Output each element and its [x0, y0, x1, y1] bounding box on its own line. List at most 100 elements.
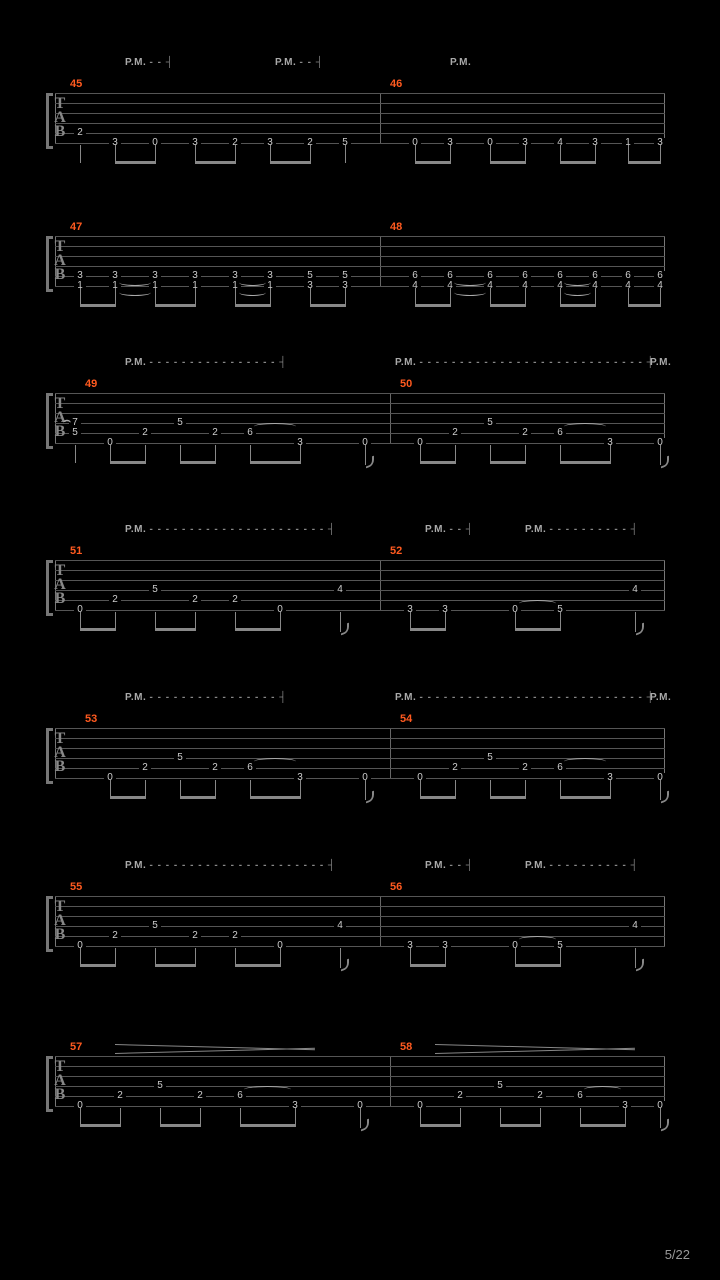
staff-bracket	[46, 896, 53, 952]
palm-mute-mark: P.M. - - - - - - - - - - - - - - - - - -…	[125, 524, 336, 535]
string-line	[55, 276, 665, 277]
string-line	[55, 1056, 665, 1057]
palm-mute-mark: P.M. - - - - - - - - - - ┤	[525, 860, 639, 871]
note-beam	[490, 461, 526, 464]
note-beam	[560, 161, 596, 164]
string-line	[55, 413, 665, 414]
note-flag	[635, 612, 636, 632]
note-beam	[155, 304, 196, 307]
fret-number: 2	[139, 428, 151, 438]
note-beam	[235, 628, 281, 631]
note-flag	[340, 948, 341, 968]
string-line	[55, 236, 665, 237]
chord-indicator: ⌢	[63, 413, 71, 428]
page-number: 5/22	[665, 1247, 690, 1262]
fret-number: 2	[109, 931, 121, 941]
note-beam	[180, 796, 216, 799]
note-flag	[365, 780, 366, 800]
measure-number: 46	[390, 78, 402, 90]
string-line	[55, 926, 665, 927]
note-beam	[420, 1124, 461, 1127]
measure-number: 48	[390, 221, 402, 233]
tie-slur	[254, 758, 296, 765]
fret-number: 5	[484, 418, 496, 428]
note-beam	[628, 304, 661, 307]
fret-number: 4	[334, 921, 346, 931]
staff-bracket	[46, 93, 53, 149]
string-line	[55, 403, 665, 404]
note-beam	[240, 1124, 296, 1127]
note-beam	[270, 161, 311, 164]
tie-slur	[519, 600, 556, 607]
string-line	[55, 906, 665, 907]
tie-slur	[239, 279, 266, 286]
string-line	[55, 286, 665, 287]
tie-slur	[239, 289, 266, 296]
fret-number: 5	[149, 921, 161, 931]
string-line	[55, 738, 665, 739]
note-flag	[660, 780, 661, 800]
note-beam	[515, 964, 561, 967]
palm-mute-mark: P.M. - - ┤	[425, 860, 474, 871]
fret-number: 4	[334, 585, 346, 595]
fret-number: 2	[189, 595, 201, 605]
note-beam	[490, 304, 526, 307]
tie-slur	[244, 1086, 291, 1093]
staff-lines	[55, 560, 665, 610]
tab-label: TAB	[53, 732, 67, 774]
string-line	[55, 748, 665, 749]
string-line	[55, 143, 665, 144]
note-beam	[628, 161, 661, 164]
staff-bracket	[46, 236, 53, 292]
measure-number: 53	[85, 713, 97, 725]
note-beam	[180, 461, 216, 464]
note-flag	[340, 612, 341, 632]
string-line	[55, 580, 665, 581]
string-line	[55, 256, 665, 257]
note-beam	[160, 1124, 201, 1127]
string-line	[55, 728, 665, 729]
string-line	[55, 133, 665, 134]
tab-staff: TAB5556025220433054	[55, 878, 665, 953]
fret-number: 2	[139, 763, 151, 773]
tab-staff: TAB474831313131313153536464646464646464	[55, 218, 665, 293]
fret-number: 2	[229, 931, 241, 941]
tie-slur	[254, 423, 296, 430]
string-line	[55, 1076, 665, 1077]
fret-number: 5	[154, 1081, 166, 1091]
staff-lines	[55, 896, 665, 946]
fret-number: 2	[194, 1091, 206, 1101]
fret-number: 2	[519, 763, 531, 773]
tab-label: TAB	[53, 900, 67, 942]
note-beam	[250, 461, 301, 464]
palm-mute-mark: P.M. - - - - - - - - - - - - - - - - - -…	[125, 860, 336, 871]
note-beam	[110, 461, 146, 464]
note-beam	[80, 964, 116, 967]
palm-mute-mark: P.M. - - ┤	[425, 524, 474, 535]
note-flag	[365, 445, 366, 465]
string-line	[55, 600, 665, 601]
tie-slur	[584, 1086, 621, 1093]
fret-number: 2	[229, 595, 241, 605]
measure-number: 52	[390, 545, 402, 557]
palm-mute-mark: P.M. - - - - - - - - - - - - - - - - - -…	[395, 692, 655, 703]
note-beam	[560, 461, 611, 464]
note-beam	[235, 304, 271, 307]
string-line	[55, 896, 665, 897]
note-beam	[420, 461, 456, 464]
palm-mute-mark: P.M. - - ┤	[125, 57, 174, 68]
tab-staff: TAB49507502526300252630⌢	[55, 375, 665, 450]
fret-number: 2	[454, 1091, 466, 1101]
string-line	[55, 610, 665, 611]
tie-slur	[564, 423, 606, 430]
note-beam	[490, 161, 526, 164]
tab-staff: TAB535402526300252630	[55, 710, 665, 785]
tab-label: TAB	[53, 240, 67, 282]
string-line	[55, 103, 665, 104]
string-line	[55, 916, 665, 917]
palm-mute-mark: P.M. - - - - - - - - - - ┤	[525, 524, 639, 535]
tie-slur	[519, 936, 556, 943]
string-line	[55, 113, 665, 114]
note-beam	[515, 628, 561, 631]
tie-slur	[564, 758, 606, 765]
